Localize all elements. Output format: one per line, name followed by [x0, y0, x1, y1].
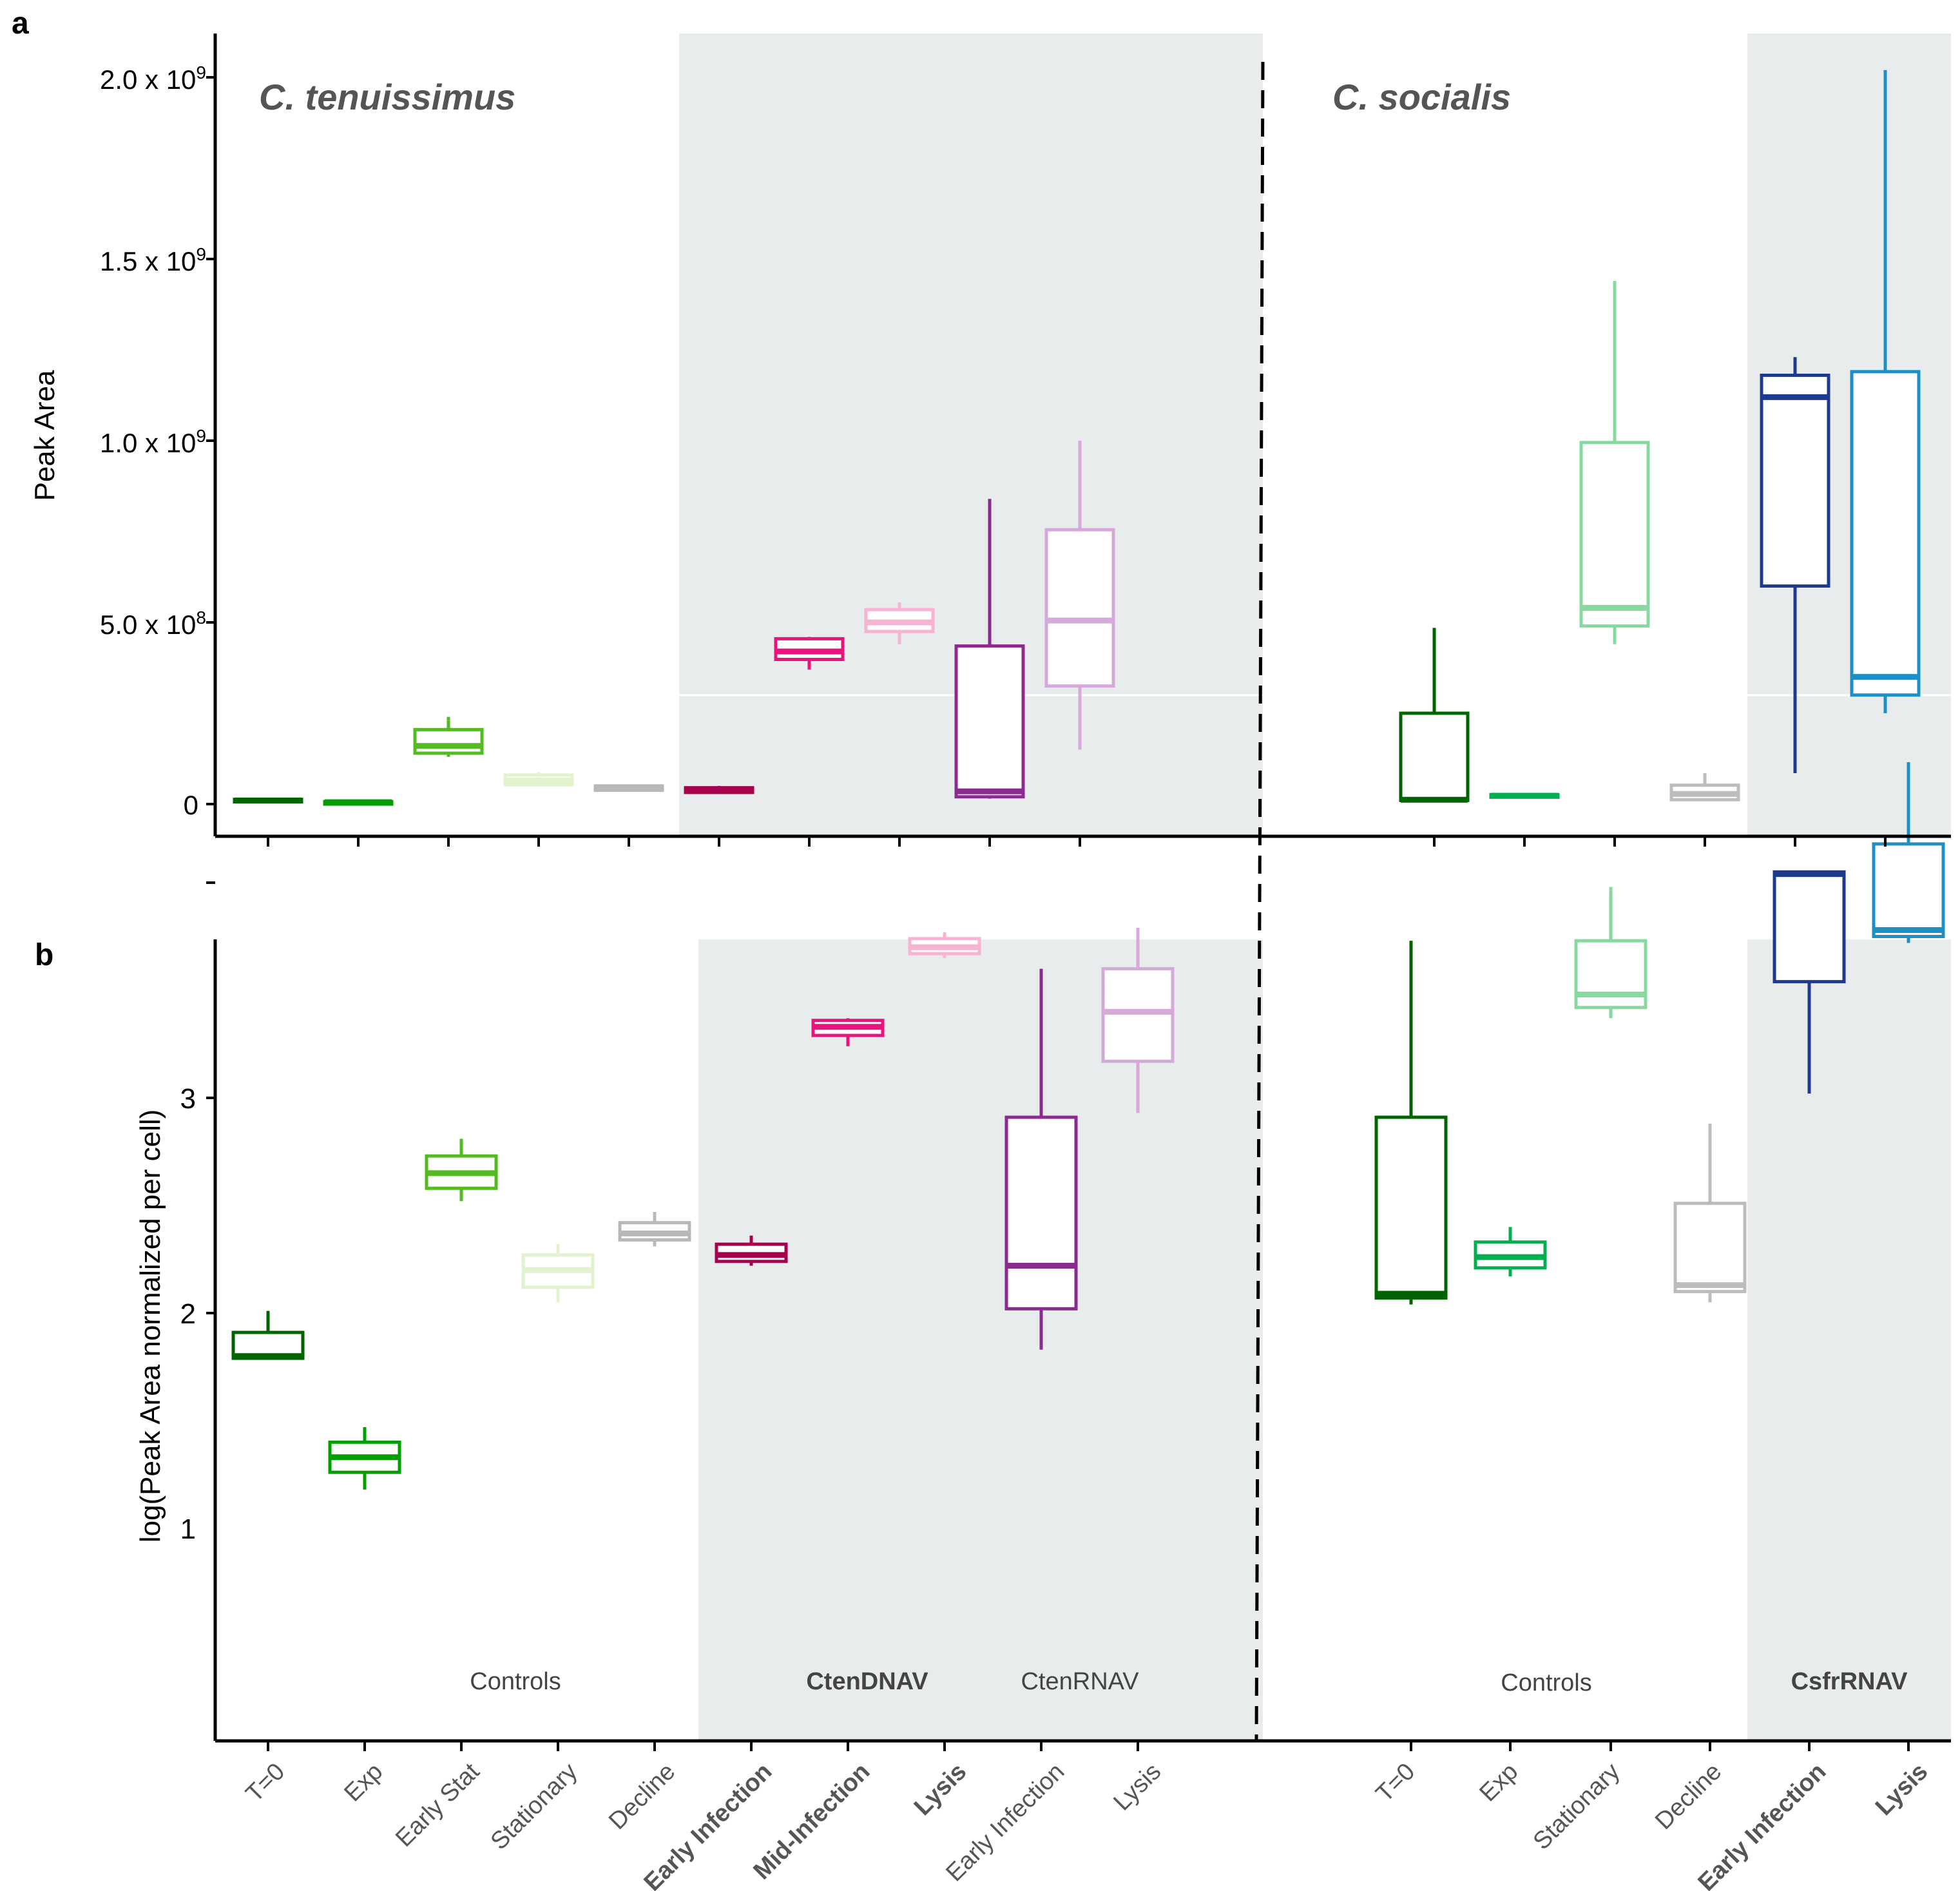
x-label: Early Stat: [390, 1758, 485, 1852]
box: [1579, 441, 1650, 628]
panel-a-ytick-label: 5.0 x 108: [100, 608, 206, 640]
x-label: Decline: [604, 1758, 680, 1835]
species-title-left: C. tenuissimus: [259, 77, 515, 117]
x-label: Exp: [1474, 1758, 1523, 1807]
box: [1574, 939, 1648, 1010]
ticks: [206, 76, 1910, 1751]
group-label-left-controls: Controls: [470, 1668, 561, 1695]
shaded-regions: [679, 34, 1951, 1741]
x-label: Stationary: [1528, 1758, 1626, 1856]
box: [1872, 842, 1945, 938]
panel-a-letter: a: [12, 6, 29, 41]
shade-viral-left-b: [698, 939, 1263, 1741]
panel-b-ylabel: log(Peak Area normalized per cell): [135, 1109, 166, 1543]
box: [1374, 1115, 1448, 1300]
group-label-csfrrnav: CsfrRNAV: [1791, 1668, 1908, 1695]
x-label: T=0: [1371, 1758, 1421, 1808]
panel-a-ytick-label: 1.5 x 109: [100, 244, 206, 276]
box: [1044, 528, 1115, 688]
group-label-ctenrnav: CtenRNAV: [1021, 1668, 1139, 1695]
panel-b-boxes: [231, 762, 1945, 1490]
panel-a-boxes: [233, 70, 1921, 806]
x-label: Lysis: [1870, 1758, 1933, 1821]
species-divider: [1254, 61, 1265, 1742]
panel-b-ytick-label: 2: [180, 1298, 196, 1330]
x-label: Decline: [1650, 1758, 1727, 1835]
box: [1101, 967, 1175, 1063]
panel-b-letter: b: [35, 938, 53, 972]
group-label-right-controls: Controls: [1501, 1669, 1592, 1696]
group-label-ctendnav: CtenDNAV: [806, 1668, 928, 1695]
axes: [213, 34, 1951, 1743]
x-label: Exp: [339, 1758, 388, 1807]
panel-b-ytick-label: 1: [180, 1513, 196, 1545]
box: [1760, 373, 1830, 588]
x-label: T=0: [241, 1758, 291, 1808]
x-label: Lysis: [909, 1758, 972, 1821]
box: [1850, 370, 1921, 697]
x-label: Stationary: [486, 1758, 583, 1856]
panel-a-ylabel: Peak Area: [29, 370, 61, 501]
box: [954, 644, 1025, 799]
shade-viral-right-b: [1747, 939, 1951, 1741]
panel-a-ytick-label: 2.0 x 109: [100, 62, 206, 95]
box: [1004, 1115, 1078, 1310]
species-title-right: C. socialis: [1332, 77, 1511, 117]
panel-a-ytick-label: 0: [184, 790, 198, 820]
x-label: Lysis: [1108, 1758, 1166, 1816]
box: [1673, 1202, 1747, 1294]
box: [1773, 870, 1846, 984]
panel-b-ytick-label: 3: [180, 1083, 196, 1115]
box: [1399, 711, 1470, 802]
panel-a-ytick-label: 1.0 x 109: [100, 426, 206, 458]
box: [413, 727, 484, 755]
